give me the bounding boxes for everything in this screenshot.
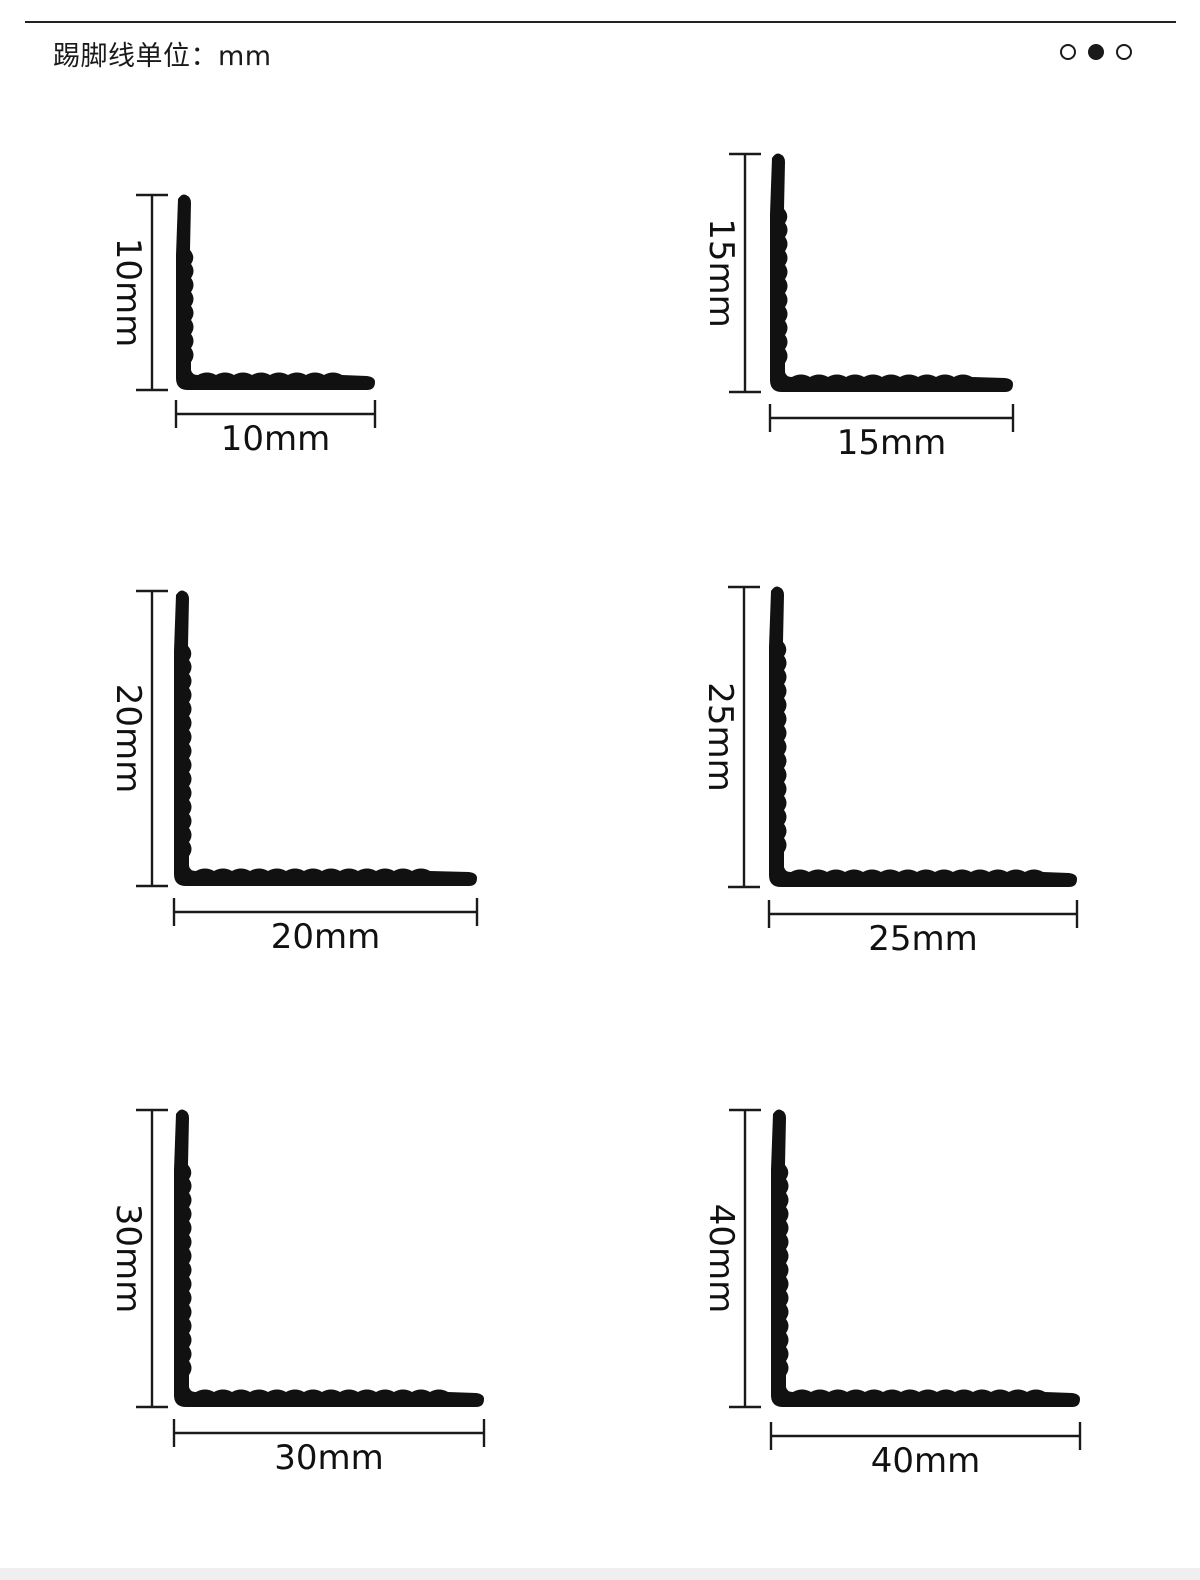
pagination-dot-1[interactable] (1060, 44, 1076, 60)
l-profile-shape (176, 194, 375, 390)
width-label: 30mm (274, 1438, 384, 1478)
pagination-dot-3[interactable] (1116, 44, 1132, 60)
bottom-band (0, 1568, 1200, 1580)
top-divider (25, 21, 1176, 23)
height-label: 10mm (108, 238, 148, 348)
l-profile-shape (174, 590, 477, 886)
width-label: 40mm (871, 1441, 981, 1481)
height-label: 15mm (701, 218, 741, 328)
height-label: 30mm (108, 1204, 148, 1314)
height-label: 40mm (701, 1204, 741, 1314)
width-label: 15mm (837, 423, 947, 463)
height-label: 20mm (108, 684, 148, 794)
l-profile-shape (771, 1109, 1080, 1407)
width-label: 25mm (868, 919, 978, 959)
height-label: 25mm (700, 682, 740, 792)
l-profile-shape (769, 586, 1077, 887)
page-title: 踢脚线单位：mm (53, 41, 272, 72)
pagination-dot-2-active[interactable] (1088, 44, 1104, 60)
l-profile-shape (770, 153, 1013, 392)
l-profile-shape (174, 1109, 484, 1407)
width-label: 20mm (271, 917, 381, 957)
width-label: 10mm (221, 419, 331, 459)
pagination-dots (1060, 44, 1132, 60)
